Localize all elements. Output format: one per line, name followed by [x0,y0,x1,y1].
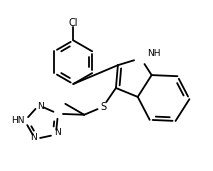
Text: HN: HN [11,116,24,125]
Text: N: N [54,128,61,137]
Text: N: N [30,133,37,142]
Text: S: S [100,102,106,112]
Text: Cl: Cl [69,17,78,28]
Text: NH: NH [147,49,160,58]
Text: N: N [37,102,44,111]
